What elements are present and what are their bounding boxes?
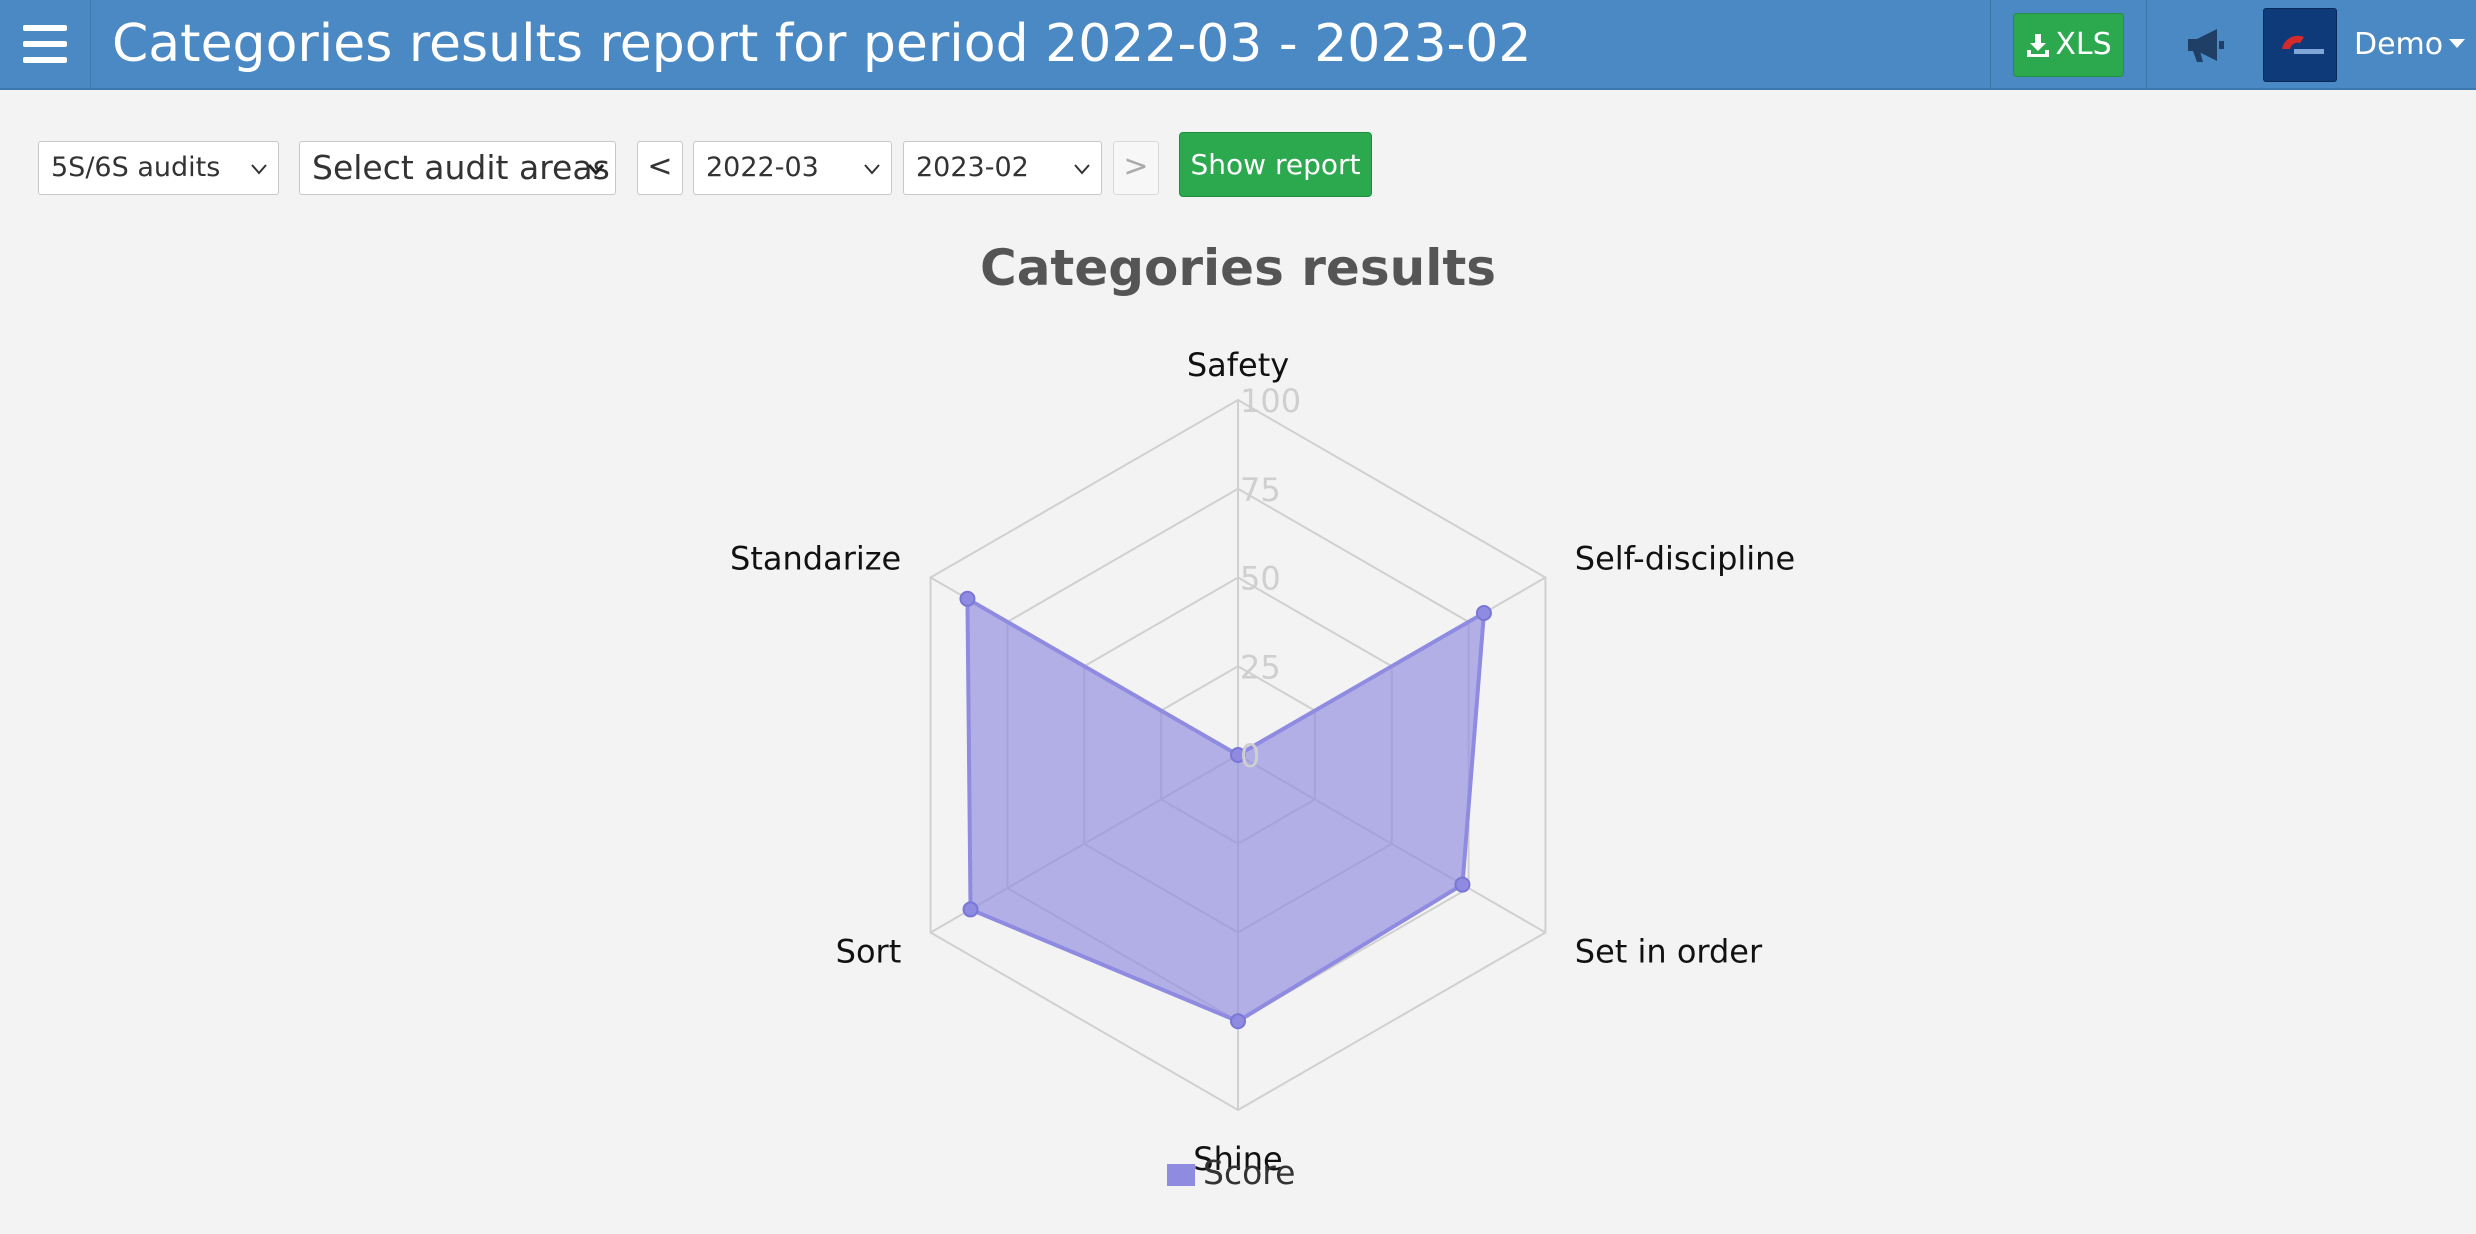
from-period-select[interactable]: 2022-03	[693, 141, 892, 195]
radial-tick-label: 0	[1240, 737, 1260, 775]
data-point	[959, 590, 976, 607]
user-menu[interactable]: Demo	[2354, 22, 2466, 68]
category-label: Standarize	[730, 540, 901, 578]
legend-label: Score	[1203, 1153, 1296, 1192]
data-point	[1454, 876, 1471, 893]
data-point	[1230, 747, 1246, 763]
chevron-down-icon	[1074, 164, 1090, 175]
next-label: >	[1123, 149, 1149, 184]
from-period-value: 2022-03	[706, 152, 819, 183]
data-point	[962, 901, 979, 918]
audit-areas-value: Select audit areas	[312, 148, 610, 187]
category-label: Safety	[1187, 346, 1289, 384]
show-report-button[interactable]: Show report	[1179, 132, 1372, 197]
hamburger-icon-line	[23, 41, 67, 47]
category-label: Self-discipline	[1575, 540, 1795, 578]
page-title: Categories results report for period 202…	[112, 14, 1532, 74]
radial-tick-label: 25	[1240, 648, 1281, 686]
show-report-label: Show report	[1190, 148, 1361, 181]
legend-swatch	[1167, 1164, 1195, 1186]
radial-tick-label: 50	[1240, 560, 1281, 598]
category-label: Shine	[1193, 1140, 1282, 1178]
hamburger-icon-line	[23, 57, 67, 63]
radial-tick-label: 100	[1240, 382, 1301, 420]
company-logo	[2263, 8, 2337, 82]
data-point	[1475, 605, 1492, 621]
to-period-value: 2023-02	[916, 152, 1029, 183]
next-period-button[interactable]: >	[1113, 141, 1159, 195]
chevron-down-icon	[864, 164, 880, 175]
radial-tick-label: 75	[1240, 471, 1281, 509]
download-icon	[2027, 34, 2050, 57]
data-point	[1230, 1013, 1246, 1030]
top-bar: Categories results report for period 202…	[0, 0, 2476, 90]
hamburger-icon-line	[23, 25, 67, 31]
divider	[2146, 0, 2147, 88]
audit-areas-select[interactable]: Select audit areas	[299, 141, 616, 195]
user-name: Demo	[2354, 27, 2444, 62]
chevron-down-icon	[251, 164, 267, 175]
xls-label: XLS	[2055, 27, 2112, 62]
divider	[1990, 0, 1991, 88]
category-label: Set in order	[1575, 933, 1763, 971]
hamburger-menu-button[interactable]	[0, 0, 91, 88]
prev-label: <	[647, 149, 673, 184]
megaphone-icon[interactable]	[2184, 26, 2226, 64]
logo-icon	[2282, 35, 2324, 54]
audit-type-value: 5S/6S audits	[51, 152, 221, 183]
chart-title: Categories results	[980, 239, 1496, 297]
to-period-select[interactable]: 2023-02	[903, 141, 1102, 195]
series-area-score	[965, 595, 1487, 1024]
category-label: Sort	[836, 933, 902, 971]
audit-type-select[interactable]: 5S/6S audits	[38, 141, 279, 195]
export-xls-button[interactable]: XLS	[2013, 13, 2124, 77]
chevron-down-icon	[2449, 39, 2466, 48]
chart-legend[interactable]: Score	[1167, 1153, 1295, 1193]
chevron-down-icon	[587, 164, 605, 176]
previous-period-button[interactable]: <	[637, 141, 683, 195]
